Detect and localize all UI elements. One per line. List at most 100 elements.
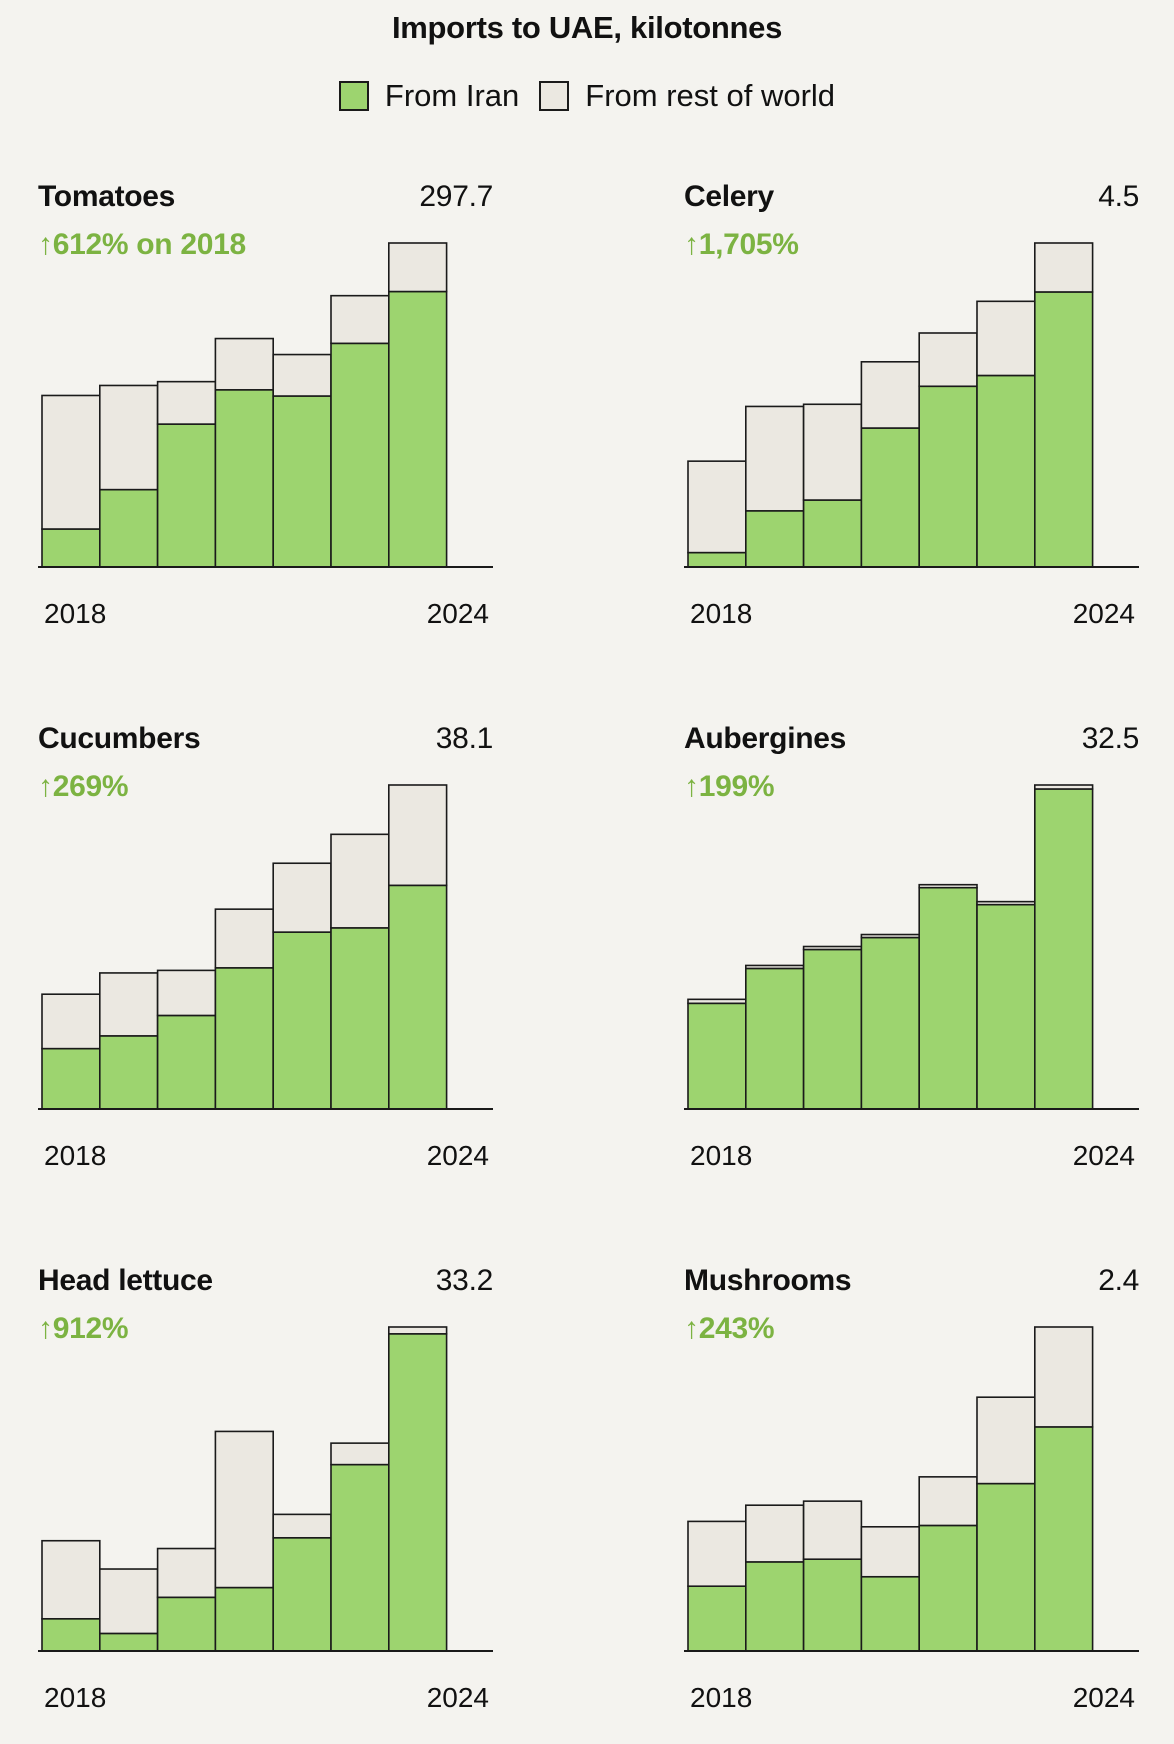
panel-cucumbers: Cucumbers 38.1 ↑269% 2018 2024	[38, 722, 493, 1202]
arrow-up-icon: ↑	[684, 1312, 699, 1345]
bar-iran-head-lettuce-2024	[387, 1333, 448, 1652]
bar-rest-aubergines-2024	[1033, 784, 1094, 790]
bar-iran-mushrooms-2022	[918, 1524, 978, 1652]
x-tick-start-tomatoes: 2018	[44, 598, 107, 629]
bar-iran-tomatoes-2018	[41, 528, 101, 568]
bar-iran-aubergines-2020	[802, 948, 863, 1110]
bar-iran-cucumbers-2018	[41, 1047, 101, 1110]
bar-iran-tomatoes-2020	[156, 423, 217, 568]
x-tick-start-head-lettuce: 2018	[44, 1682, 107, 1713]
bar-iran-tomatoes-2021	[214, 389, 274, 568]
panel-head-lettuce: Head lettuce 33.2 ↑912% 2018 2024	[38, 1264, 493, 1744]
x-tick-end-cucumbers: 2024	[426, 1140, 489, 1171]
bar-rest-aubergines-2021	[860, 933, 920, 939]
bar-iran-head-lettuce-2020	[156, 1596, 217, 1652]
chart-cucumbers	[38, 784, 493, 1110]
bar-rest-cucumbers-2020	[156, 969, 217, 1017]
bar-rest-mushrooms-2019	[744, 1504, 805, 1563]
bar-rest-cucumbers-2022	[272, 862, 332, 933]
bar-rest-cucumbers-2023	[330, 833, 390, 929]
panel-title-head-lettuce: Head lettuce	[38, 1264, 213, 1297]
arrow-up-icon: ↑	[684, 228, 699, 261]
panel-celery: Celery 4.5 ↑1,705% 2018 2024	[684, 180, 1139, 660]
bar-rest-mushrooms-2021	[860, 1525, 920, 1578]
bar-iran-cucumbers-2021	[214, 967, 274, 1110]
panel-change-aubergines: ↑199%	[684, 770, 775, 804]
bar-iran-cucumbers-2023	[330, 927, 390, 1110]
legend: From Iran From rest of world	[0, 78, 1174, 114]
bar-rest-head-lettuce-2018	[41, 1539, 101, 1620]
panel-tomatoes: Tomatoes 297.7 ↑612% on 2018 2018 2024	[38, 180, 493, 660]
arrow-up-icon: ↑	[684, 770, 699, 803]
bar-iran-celery-2019	[744, 510, 805, 568]
panel-change-tomatoes: ↑612% on 2018	[38, 228, 246, 262]
panel-total-mushrooms: 2.4	[1098, 1264, 1139, 1297]
x-tick-start-mushrooms: 2018	[690, 1682, 753, 1713]
x-tick-end-mushrooms: 2024	[1072, 1682, 1135, 1713]
bar-rest-tomatoes-2020	[156, 380, 217, 425]
change-value-mushrooms: 243%	[698, 1312, 775, 1345]
x-tick-end-aubergines: 2024	[1072, 1140, 1135, 1171]
x-tick-start-aubergines: 2018	[690, 1140, 753, 1171]
chart-tomatoes	[38, 242, 493, 568]
x-tick-start-cucumbers: 2018	[44, 1140, 107, 1171]
bar-rest-cucumbers-2019	[98, 972, 159, 1037]
bar-rest-head-lettuce-2023	[330, 1442, 390, 1466]
bar-rest-mushrooms-2020	[802, 1500, 863, 1560]
bar-iran-mushrooms-2020	[802, 1558, 863, 1652]
bar-iran-mushrooms-2019	[744, 1561, 805, 1652]
bar-rest-aubergines-2022	[918, 883, 978, 889]
bar-rest-tomatoes-2018	[41, 394, 101, 530]
bar-iran-cucumbers-2019	[98, 1035, 159, 1110]
legend-swatch-iran	[338, 81, 369, 111]
bar-rest-celery-2019	[744, 405, 805, 512]
bar-rest-head-lettuce-2021	[214, 1430, 274, 1589]
bar-iran-mushrooms-2021	[860, 1575, 920, 1652]
panel-total-aubergines: 32.5	[1081, 722, 1140, 755]
bar-iran-aubergines-2022	[918, 886, 978, 1110]
panel-mushrooms: Mushrooms 2.4 ↑243% 2018 2024	[684, 1264, 1139, 1744]
bar-iran-tomatoes-2019	[98, 488, 159, 568]
chart-title: Imports to UAE, kilotonnes	[391, 10, 783, 45]
bar-iran-tomatoes-2022	[272, 395, 332, 568]
bar-iran-aubergines-2023	[976, 903, 1036, 1110]
panel-title-mushrooms: Mushrooms	[684, 1264, 852, 1297]
bar-rest-tomatoes-2019	[98, 384, 159, 491]
bar-rest-head-lettuce-2020	[156, 1547, 217, 1599]
bar-rest-cucumbers-2021	[214, 908, 274, 969]
bar-rest-celery-2023	[976, 300, 1036, 377]
bar-iran-celery-2020	[802, 499, 863, 568]
change-value-celery: 1,705%	[698, 228, 799, 261]
bar-rest-celery-2024	[1033, 242, 1094, 293]
bar-iran-mushrooms-2023	[976, 1482, 1036, 1652]
change-value-head-lettuce: 912%	[52, 1312, 129, 1345]
bar-iran-head-lettuce-2018	[41, 1617, 101, 1652]
x-tick-end-head-lettuce: 2024	[426, 1682, 489, 1713]
bar-iran-celery-2023	[976, 374, 1036, 568]
bar-rest-head-lettuce-2022	[272, 1513, 332, 1539]
bar-rest-cucumbers-2024	[387, 784, 448, 887]
panel-total-head-lettuce: 33.2	[435, 1264, 494, 1297]
legend-swatch-rest	[539, 81, 570, 111]
bar-iran-celery-2024	[1033, 291, 1094, 568]
bar-rest-aubergines-2020	[802, 945, 863, 951]
change-value-cucumbers: 269%	[52, 770, 129, 803]
bar-rest-head-lettuce-2019	[98, 1568, 159, 1635]
bar-iran-celery-2018	[687, 551, 747, 568]
panel-total-celery: 4.5	[1098, 180, 1139, 213]
chart-head-lettuce	[38, 1326, 493, 1652]
legend-item-rest: From rest of world	[539, 78, 835, 114]
change-value-tomatoes: 612% on 2018	[52, 228, 246, 261]
bar-rest-celery-2021	[860, 361, 920, 429]
bar-iran-celery-2022	[918, 385, 978, 568]
bar-rest-mushrooms-2022	[918, 1476, 978, 1527]
x-tick-start-celery: 2018	[690, 598, 753, 629]
bar-iran-tomatoes-2023	[330, 342, 390, 568]
bar-iran-mushrooms-2018	[687, 1585, 747, 1652]
bar-iran-mushrooms-2024	[1033, 1426, 1094, 1652]
legend-label-rest: From rest of world	[585, 78, 836, 113]
bar-rest-head-lettuce-2024	[387, 1326, 448, 1335]
bar-iran-aubergines-2018	[687, 1002, 747, 1110]
panel-total-tomatoes: 297.7	[419, 180, 493, 213]
bar-iran-cucumbers-2022	[272, 931, 332, 1110]
